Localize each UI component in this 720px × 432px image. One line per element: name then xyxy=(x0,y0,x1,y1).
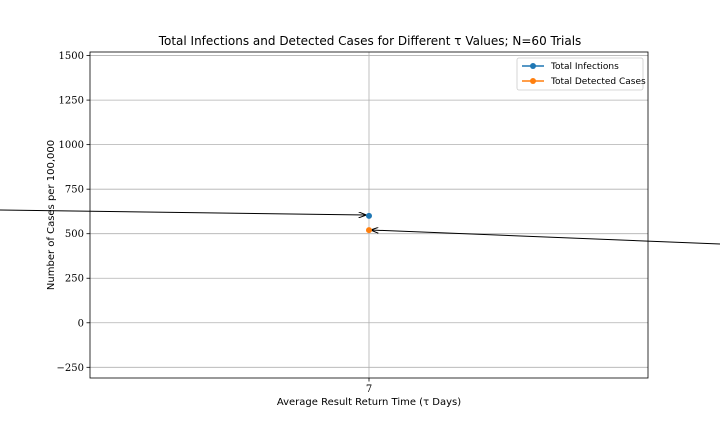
legend-label-total-detected-cases: Total Detected Cases xyxy=(550,77,646,87)
annotation-arrow-infections xyxy=(0,209,366,215)
y-tick-label: 0 xyxy=(78,318,84,329)
y-tick-label: 1250 xyxy=(59,96,84,107)
x-axis-label: Average Result Return Time (τ Days) xyxy=(277,397,461,408)
data-points xyxy=(366,212,372,234)
legend-marker-total-infections xyxy=(530,63,536,69)
x-axis: 7 xyxy=(366,378,372,395)
y-tick-label: 500 xyxy=(65,229,84,240)
y-tick-label: 1000 xyxy=(59,140,84,151)
legend-marker-total-detected-cases xyxy=(530,78,536,84)
data-point-total-detected-cases xyxy=(366,227,372,234)
y-tick-label: 750 xyxy=(65,185,84,196)
legend: Total Infections Total Detected Cases xyxy=(516,57,646,91)
y-axis: −250 0 250 500 750 1000 1250 1500 xyxy=(57,51,90,374)
chart-title: Total Infections and Detected Cases for … xyxy=(158,34,582,48)
y-axis-label: Number of Cases per 100,000 xyxy=(46,140,57,290)
legend-label-total-infections: Total Infections xyxy=(550,62,619,72)
x-tick-label: 7 xyxy=(366,384,372,395)
y-tick-label: −250 xyxy=(57,363,84,374)
legend-box xyxy=(516,57,644,91)
annotation-arrow-detected xyxy=(371,230,720,245)
y-tick-label: 1500 xyxy=(59,51,84,62)
y-tick-label: 250 xyxy=(65,274,84,285)
grid xyxy=(90,52,648,378)
data-point-total-infections xyxy=(366,212,372,219)
